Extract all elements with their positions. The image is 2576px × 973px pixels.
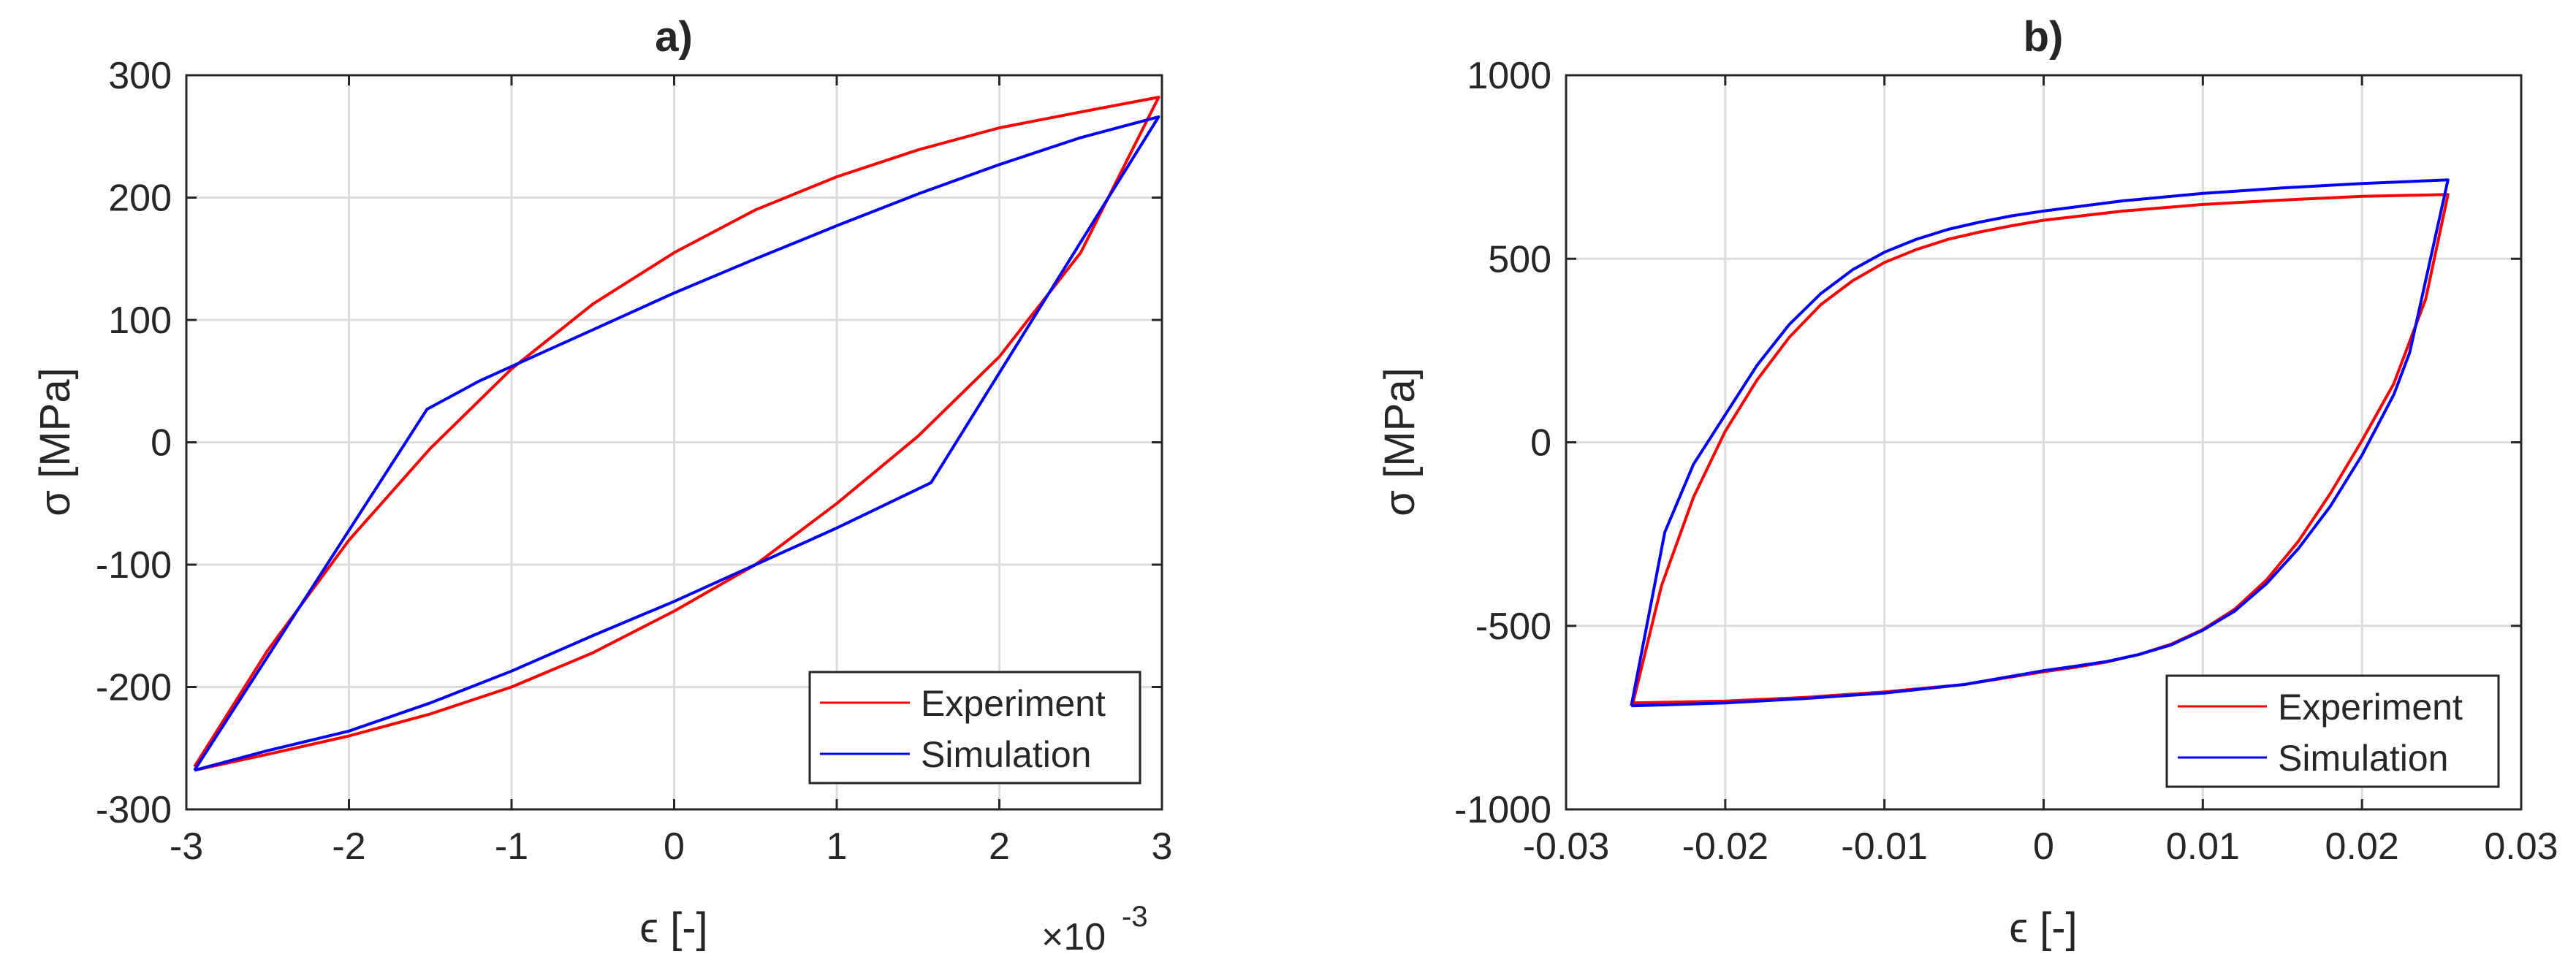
chart-b-x-tick-label: 0.01 [2166, 825, 2240, 868]
chart-b-x-tick-label: 0 [2033, 825, 2054, 868]
chart-b-x-tick-label: -0.01 [1841, 825, 1928, 868]
chart-b-series [1630, 178, 2450, 708]
chart-a-series [193, 96, 1160, 772]
chart-a-series-experiment-line [193, 96, 1160, 772]
chart-a-legend-experiment-label: Experiment [921, 683, 1106, 724]
chart-b-series-simulation-line [1630, 178, 2450, 708]
chart-a-y-axis-label: σ [MPa] [31, 367, 79, 516]
chart-b: -0.03 -0.02 -0.01 0 0.01 0.02 0.03 -1000 -500 0 50… [1376, 13, 2558, 952]
chart-a-y-tick-label: 200 [108, 178, 172, 220]
chart-a-x-tick-label: -3 [170, 825, 203, 868]
chart-b-y-tick-label: 0 [1530, 422, 1551, 465]
chart-a-legend-simulation-label: Simulation [921, 734, 1091, 775]
chart-b-legend: Experiment Simulation [2165, 674, 2500, 788]
chart-a-x-exponent-base: ×10 [1041, 916, 1106, 958]
chart-a-y-tick-label: -100 [96, 544, 172, 587]
chart-b-legend-experiment-label: Experiment [2278, 687, 2463, 728]
chart-a-y-tick-label: 100 [108, 299, 172, 342]
chart-b-title: b) [2024, 13, 2064, 61]
chart-a-y-tick-label: -300 [96, 789, 172, 831]
chart-a-x-tick-label: -1 [495, 825, 528, 868]
chart-b-y-tick-label: -500 [1475, 606, 1551, 648]
chart-a-x-tick-label: -2 [332, 825, 365, 868]
chart-b-x-tick-label: -0.02 [1682, 825, 1769, 868]
chart-b-x-tick-label: 0.03 [2484, 825, 2558, 868]
chart-a-x-exponent-power: -3 [1122, 901, 1148, 933]
chart-a-y-tick-label: 300 [108, 55, 172, 97]
chart-b-y-tick-label: 500 [1488, 238, 1551, 281]
chart-a-x-tick-label: 2 [989, 825, 1010, 868]
chart-a-legend-box [808, 671, 1141, 785]
chart-b-x-axis-label: ϵ [-] [2009, 904, 2077, 952]
chart-a-x-exponent: ×10 -3 [1041, 901, 1148, 958]
chart-b-legend-box [2165, 674, 2500, 788]
chart-b-y-tick-label: -1000 [1454, 789, 1551, 831]
chart-b-x-tick-label: 0.02 [2325, 825, 2399, 868]
chart-a-series-simulation-line [193, 115, 1160, 772]
chart-a-y-tick-label: 0 [151, 422, 172, 465]
chart-a-ticks: -3 -2 -1 0 1 2 3 -300 -200 -100 0 100 200 300 [96, 55, 1173, 868]
chart-a-x-axis-label: ϵ [-] [639, 904, 707, 952]
chart-a: -3 -2 -1 0 1 2 3 -300 -200 -100 0 100 200 300 a) ϵ [-… [31, 13, 1172, 958]
chart-a-x-tick-label: 3 [1152, 825, 1173, 868]
chart-b-legend-simulation-label: Simulation [2278, 738, 2448, 779]
chart-a-legend: Experiment Simulation [808, 671, 1141, 785]
chart-b-x-tick-label: -0.03 [1523, 825, 1610, 868]
chart-b-ticks: -0.03 -0.02 -0.01 0 0.01 0.02 0.03 -1000 -500 0 50… [1454, 55, 2558, 868]
chart-a-x-tick-label: 0 [664, 825, 685, 868]
chart-b-y-tick-label: 1000 [1467, 55, 1551, 97]
chart-a-title: a) [655, 13, 693, 61]
chart-b-y-axis-label: σ [MPa] [1376, 367, 1424, 516]
chart-a-y-tick-label: -200 [96, 667, 172, 709]
chart-a-x-tick-label: 1 [827, 825, 848, 868]
